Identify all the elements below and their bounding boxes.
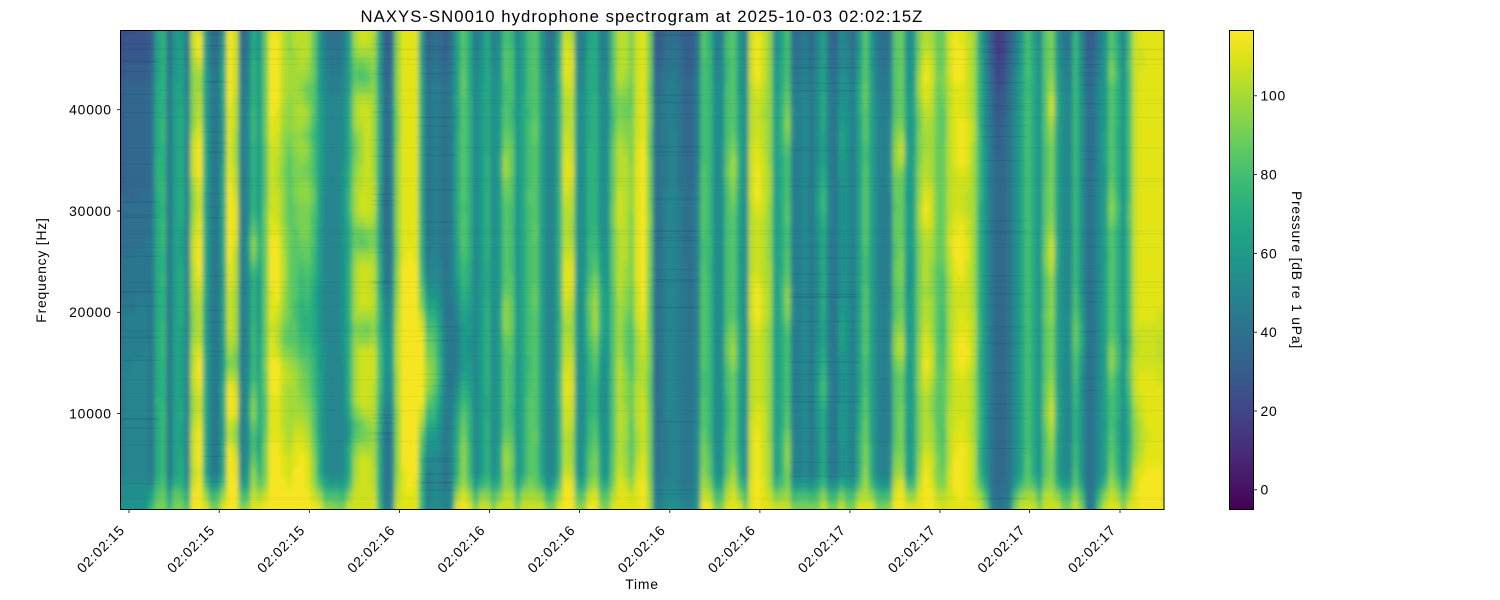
svg-text:02:02:16: 02:02:16 [434, 522, 488, 576]
svg-text:02:02:17: 02:02:17 [974, 522, 1028, 576]
svg-text:20: 20 [1261, 403, 1278, 419]
svg-text:02:02:16: 02:02:16 [614, 522, 668, 576]
svg-text:Pressure [dB re 1 uPa]: Pressure [dB re 1 uPa] [1289, 191, 1305, 349]
svg-text:10000: 10000 [69, 406, 112, 422]
svg-text:30000: 30000 [69, 203, 112, 219]
svg-text:Time: Time [625, 576, 659, 592]
svg-text:0: 0 [1261, 482, 1270, 498]
svg-text:02:02:16: 02:02:16 [344, 522, 398, 576]
svg-text:NAXYS-SN0010 hydrophone spectr: NAXYS-SN0010 hydrophone spectrogram at 2… [361, 7, 924, 26]
svg-text:20000: 20000 [69, 304, 112, 320]
svg-text:02:02:15: 02:02:15 [254, 522, 308, 576]
svg-text:100: 100 [1261, 88, 1287, 104]
svg-text:40000: 40000 [69, 102, 112, 118]
svg-text:40: 40 [1261, 324, 1278, 340]
svg-text:02:02:17: 02:02:17 [884, 522, 938, 576]
svg-text:60: 60 [1261, 245, 1278, 261]
svg-text:02:02:17: 02:02:17 [1065, 522, 1119, 576]
svg-text:02:02:16: 02:02:16 [524, 522, 578, 576]
svg-text:Frequency [Hz]: Frequency [Hz] [33, 217, 49, 322]
svg-text:02:02:17: 02:02:17 [794, 522, 848, 576]
svg-text:02:02:15: 02:02:15 [74, 522, 128, 576]
svg-text:80: 80 [1261, 167, 1278, 183]
svg-text:02:02:15: 02:02:15 [164, 522, 218, 576]
svg-text:02:02:16: 02:02:16 [704, 522, 758, 576]
